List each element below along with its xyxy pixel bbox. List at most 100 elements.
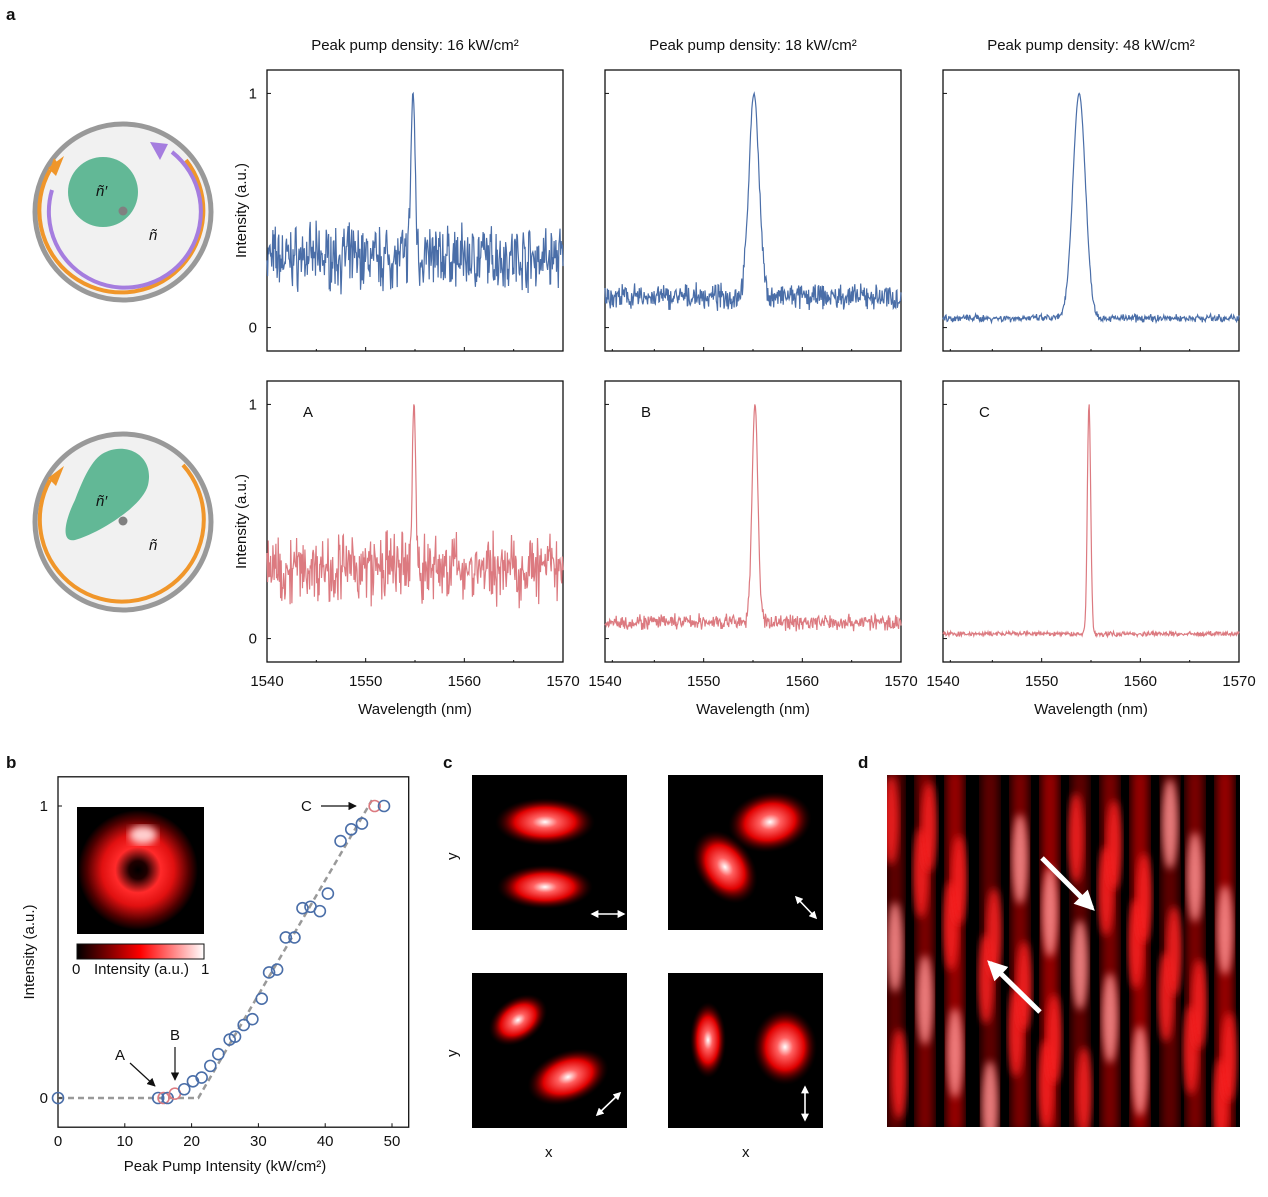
fringe-lobe bbox=[1042, 867, 1058, 957]
x-tick-label: 10 bbox=[116, 1133, 133, 1150]
outer-index-label: ñ bbox=[149, 537, 158, 554]
spectrum-panel: 0 1 Intensity (a.u.) bbox=[233, 69, 613, 352]
mode-image-tile bbox=[668, 775, 823, 930]
x-tick-label: 50 bbox=[384, 1133, 401, 1150]
data-point bbox=[237, 1018, 251, 1032]
spectrum-line bbox=[942, 92, 1240, 325]
plot-frame bbox=[57, 776, 410, 1128]
data-point bbox=[51, 1091, 65, 1105]
mode-lobe bbox=[690, 1002, 726, 1078]
c-xlabel-right: x bbox=[742, 1144, 750, 1161]
fringe-lobe bbox=[1162, 779, 1178, 869]
data-point bbox=[296, 901, 309, 915]
x-tick-label: 40 bbox=[317, 1133, 334, 1150]
x-tick-label: 1540 bbox=[250, 673, 283, 690]
fringe-lobe bbox=[921, 782, 937, 872]
y-axis-label: Intensity (a.u.) bbox=[233, 474, 250, 569]
fringe-lobe bbox=[1166, 906, 1182, 996]
y-tick-label: 1 bbox=[40, 798, 48, 815]
fringe-lobe bbox=[1016, 941, 1032, 1031]
mode-lobe bbox=[488, 994, 548, 1046]
fringe-lobe bbox=[1012, 814, 1028, 904]
x-tick-label: 1560 bbox=[1124, 673, 1157, 690]
annotation-C: C bbox=[301, 798, 312, 815]
x-tick-label: 1560 bbox=[448, 673, 481, 690]
x-tick-label: 20 bbox=[183, 1133, 200, 1150]
fringe-lobe bbox=[1191, 959, 1207, 1049]
data-point bbox=[204, 1059, 217, 1073]
ccw-arrow-path bbox=[46, 150, 203, 290]
cw-arrow-path bbox=[37, 158, 206, 295]
y-tick-label: 0 bbox=[249, 320, 257, 337]
arrow-icon bbox=[129, 1062, 156, 1087]
column-title: Peak pump density: 18 kW/cm² bbox=[649, 37, 857, 54]
arrow-down-right-icon bbox=[1040, 856, 1095, 911]
cavity-diagram-asymmetric: ñ′ ñ bbox=[32, 431, 214, 613]
panel-label-c: c bbox=[443, 753, 452, 772]
fringe-lobe bbox=[1187, 832, 1203, 922]
data-point bbox=[228, 1030, 242, 1043]
bright-spot bbox=[129, 826, 157, 844]
spectrum-panel bbox=[604, 69, 951, 352]
colorbar-min: 0 bbox=[72, 961, 80, 978]
mode-lobe bbox=[527, 1048, 609, 1106]
x-tick-label: 0 bbox=[54, 1133, 62, 1150]
fringe-lobe bbox=[887, 775, 899, 865]
x-tick-label: 1570 bbox=[546, 673, 579, 690]
spectrum-panel: 0 1 Intensity (a.u.) A 1540 1550 1560 1570 Wavel… bbox=[233, 380, 613, 718]
mode-lobe bbox=[692, 830, 758, 904]
x-tick-label: 1540 bbox=[588, 673, 621, 690]
data-point bbox=[377, 799, 391, 813]
spectrum-panel: B 1540 1550 1560 1570 Wavelength (nm) bbox=[588, 380, 951, 718]
panel-label-b: b bbox=[6, 753, 16, 772]
fringe-lobe bbox=[1221, 1012, 1237, 1102]
column-title: Peak pump density: 16 kW/cm² bbox=[311, 37, 519, 54]
spectrum-line bbox=[604, 91, 902, 311]
annotation-A: A bbox=[115, 1047, 125, 1064]
fringe-lobe bbox=[986, 888, 1002, 978]
x-tick-label: 1570 bbox=[1222, 673, 1255, 690]
mode-lobe bbox=[728, 791, 812, 853]
data-point bbox=[212, 1047, 225, 1061]
fringe-lobe bbox=[1106, 800, 1122, 890]
annotation-B: B bbox=[170, 1027, 180, 1044]
fringe-lobe bbox=[1136, 853, 1152, 943]
y-tick-label: 0 bbox=[40, 1090, 48, 1107]
data-point bbox=[177, 1082, 191, 1096]
spectrum-line bbox=[266, 404, 564, 609]
data-point bbox=[270, 963, 284, 976]
threshold-fit-line bbox=[58, 799, 374, 1100]
fringe-lobe bbox=[891, 1029, 907, 1119]
cw-arrowhead-icon bbox=[48, 156, 64, 176]
inner-index-label: ñ′ bbox=[96, 493, 108, 510]
fringe-lobe bbox=[982, 1061, 998, 1127]
inset-mode-image: 0 Intensity (a.u.) 1 bbox=[72, 807, 209, 978]
plot-frame bbox=[942, 69, 1240, 352]
colorbar bbox=[76, 943, 205, 960]
fringe-lobe bbox=[1132, 1026, 1148, 1116]
mode-image-tile bbox=[472, 775, 627, 930]
x-axis-label: Wavelength (nm) bbox=[696, 701, 810, 718]
x-tick-label: 1570 bbox=[884, 673, 917, 690]
data-point bbox=[157, 1091, 170, 1105]
spectrum-label: A bbox=[303, 404, 313, 421]
x-axis-label: Peak Pump Intensity (kW/cm²) bbox=[124, 1158, 327, 1175]
y-axis-label: Intensity (a.u.) bbox=[21, 904, 38, 999]
spectrum-panel: C 1540 1550 1560 1570 Wavelength (nm) bbox=[926, 380, 1256, 718]
x-tick-label: 1550 bbox=[687, 673, 720, 690]
x-tick-label: 1550 bbox=[349, 673, 382, 690]
inner-index-label: ñ′ bbox=[96, 183, 108, 200]
outer-index-label: ñ bbox=[149, 227, 158, 244]
y-tick-label: 1 bbox=[249, 85, 257, 102]
x-axis-label: Wavelength (nm) bbox=[1034, 701, 1148, 718]
colorbar-label: Intensity (a.u.) bbox=[94, 961, 189, 978]
donut-mode bbox=[78, 810, 198, 930]
mode-lobe bbox=[495, 798, 595, 846]
data-point bbox=[334, 834, 347, 848]
spectrum-line bbox=[942, 404, 1240, 639]
cavity-diagram-symmetric: ñ′ ñ bbox=[32, 121, 214, 303]
spectrum-label: B bbox=[641, 404, 651, 421]
x-tick-label: 1560 bbox=[786, 673, 819, 690]
interference-pattern bbox=[887, 775, 1240, 1127]
